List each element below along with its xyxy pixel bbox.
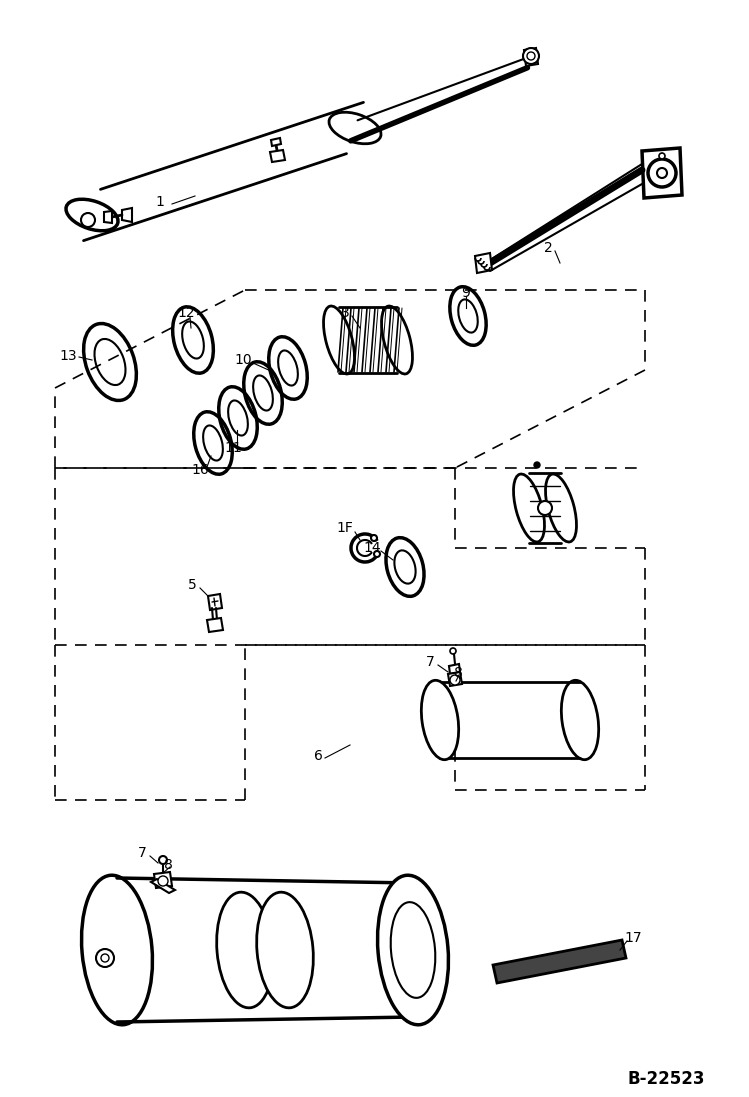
Text: 8: 8 (454, 666, 462, 680)
Ellipse shape (545, 474, 577, 542)
Text: 12: 12 (178, 306, 195, 320)
Circle shape (371, 535, 377, 541)
Text: 16: 16 (191, 463, 209, 477)
Polygon shape (448, 672, 462, 686)
Text: 14: 14 (363, 541, 380, 555)
Ellipse shape (216, 892, 273, 1008)
Ellipse shape (329, 112, 381, 144)
Polygon shape (270, 150, 285, 162)
Ellipse shape (257, 892, 313, 1008)
Text: 5: 5 (188, 578, 196, 592)
Circle shape (538, 501, 552, 514)
Polygon shape (208, 593, 222, 610)
Circle shape (450, 675, 460, 685)
Ellipse shape (66, 200, 118, 230)
Circle shape (450, 648, 456, 654)
Text: 13: 13 (59, 349, 77, 363)
Polygon shape (122, 208, 132, 222)
Ellipse shape (82, 875, 153, 1025)
Circle shape (648, 159, 676, 186)
Text: 7: 7 (425, 655, 434, 669)
Circle shape (523, 48, 539, 64)
Ellipse shape (561, 680, 598, 760)
Polygon shape (642, 148, 682, 197)
Ellipse shape (514, 474, 545, 542)
Polygon shape (207, 618, 223, 632)
Text: 2: 2 (544, 241, 552, 255)
Text: 17: 17 (624, 931, 642, 945)
Text: 8: 8 (163, 858, 172, 872)
Polygon shape (524, 48, 538, 66)
Polygon shape (151, 879, 175, 893)
Text: 10: 10 (234, 353, 252, 367)
Ellipse shape (422, 680, 458, 760)
Text: B-22523: B-22523 (628, 1070, 705, 1088)
Circle shape (374, 551, 380, 557)
Polygon shape (271, 138, 281, 146)
Text: 3: 3 (341, 306, 349, 320)
Polygon shape (475, 253, 492, 273)
Polygon shape (154, 872, 172, 887)
Ellipse shape (381, 306, 413, 374)
Text: 11: 11 (224, 441, 242, 455)
Ellipse shape (377, 875, 449, 1025)
Circle shape (81, 213, 95, 227)
Circle shape (96, 949, 114, 966)
Circle shape (159, 856, 167, 864)
Text: 7: 7 (138, 846, 146, 860)
Polygon shape (493, 940, 626, 983)
Circle shape (659, 152, 665, 159)
Polygon shape (104, 211, 112, 223)
Circle shape (534, 462, 540, 468)
Polygon shape (449, 664, 460, 674)
Circle shape (158, 877, 168, 886)
Text: 1F: 1F (336, 521, 354, 535)
Text: 9: 9 (461, 286, 470, 299)
Text: 6: 6 (314, 749, 322, 764)
Text: 1: 1 (156, 195, 165, 210)
Ellipse shape (324, 306, 354, 374)
